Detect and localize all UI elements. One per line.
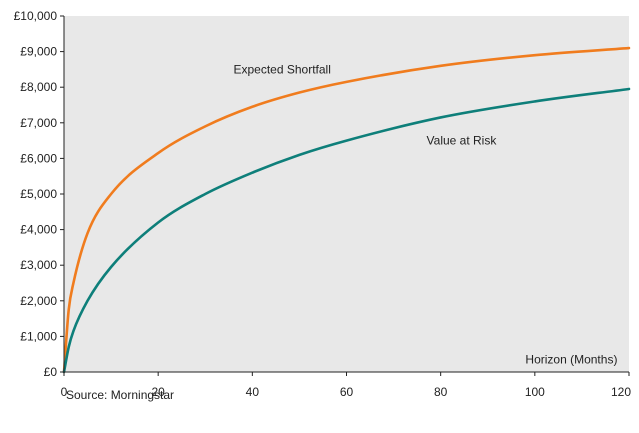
series-layer (62, 46, 631, 374)
y-tick-label: £8,000 (20, 80, 57, 94)
source-note: Source: Morningstar (66, 388, 175, 402)
y-tick-label: £10,000 (14, 9, 58, 23)
y-tick-label: £7,000 (20, 116, 57, 130)
x-tick-label: 0 (61, 385, 68, 399)
y-tick-label: £1,000 (20, 329, 57, 343)
x-tick-label: 40 (246, 385, 260, 399)
y-tick-label: £5,000 (20, 187, 57, 201)
series-line-value-at-risk (62, 87, 631, 374)
y-tick-label: £2,000 (20, 294, 57, 308)
x-tick-label: 100 (525, 385, 545, 399)
y-tick-label: £6,000 (20, 151, 57, 165)
series-line-expected-shortfall (62, 46, 631, 374)
y-tick-label: £3,000 (20, 258, 57, 272)
x-tick-label: 20 (151, 385, 165, 399)
annotation-value-at-risk: Value at Risk (427, 134, 498, 148)
annotation-expected-shortfall: Expected Shortfall (234, 62, 331, 76)
x-axis-title: Horizon (Months) (525, 353, 617, 367)
x-tick-label: 120 (611, 385, 631, 399)
y-tick-label: £4,000 (20, 223, 57, 237)
annotation-layer: Expected Shortfall Value at Risk Horizon (… (234, 62, 618, 366)
x-tick-label: 80 (434, 385, 448, 399)
y-tick-label: £9,000 (20, 45, 57, 59)
plot-background (64, 16, 629, 372)
axis-layer: £0 £1,000 £2,000 £3,000 £4,000 £5,000 £6,000 £7… (14, 9, 632, 399)
y-tick-label: £0 (44, 365, 58, 379)
x-tick-label: 60 (340, 385, 354, 399)
